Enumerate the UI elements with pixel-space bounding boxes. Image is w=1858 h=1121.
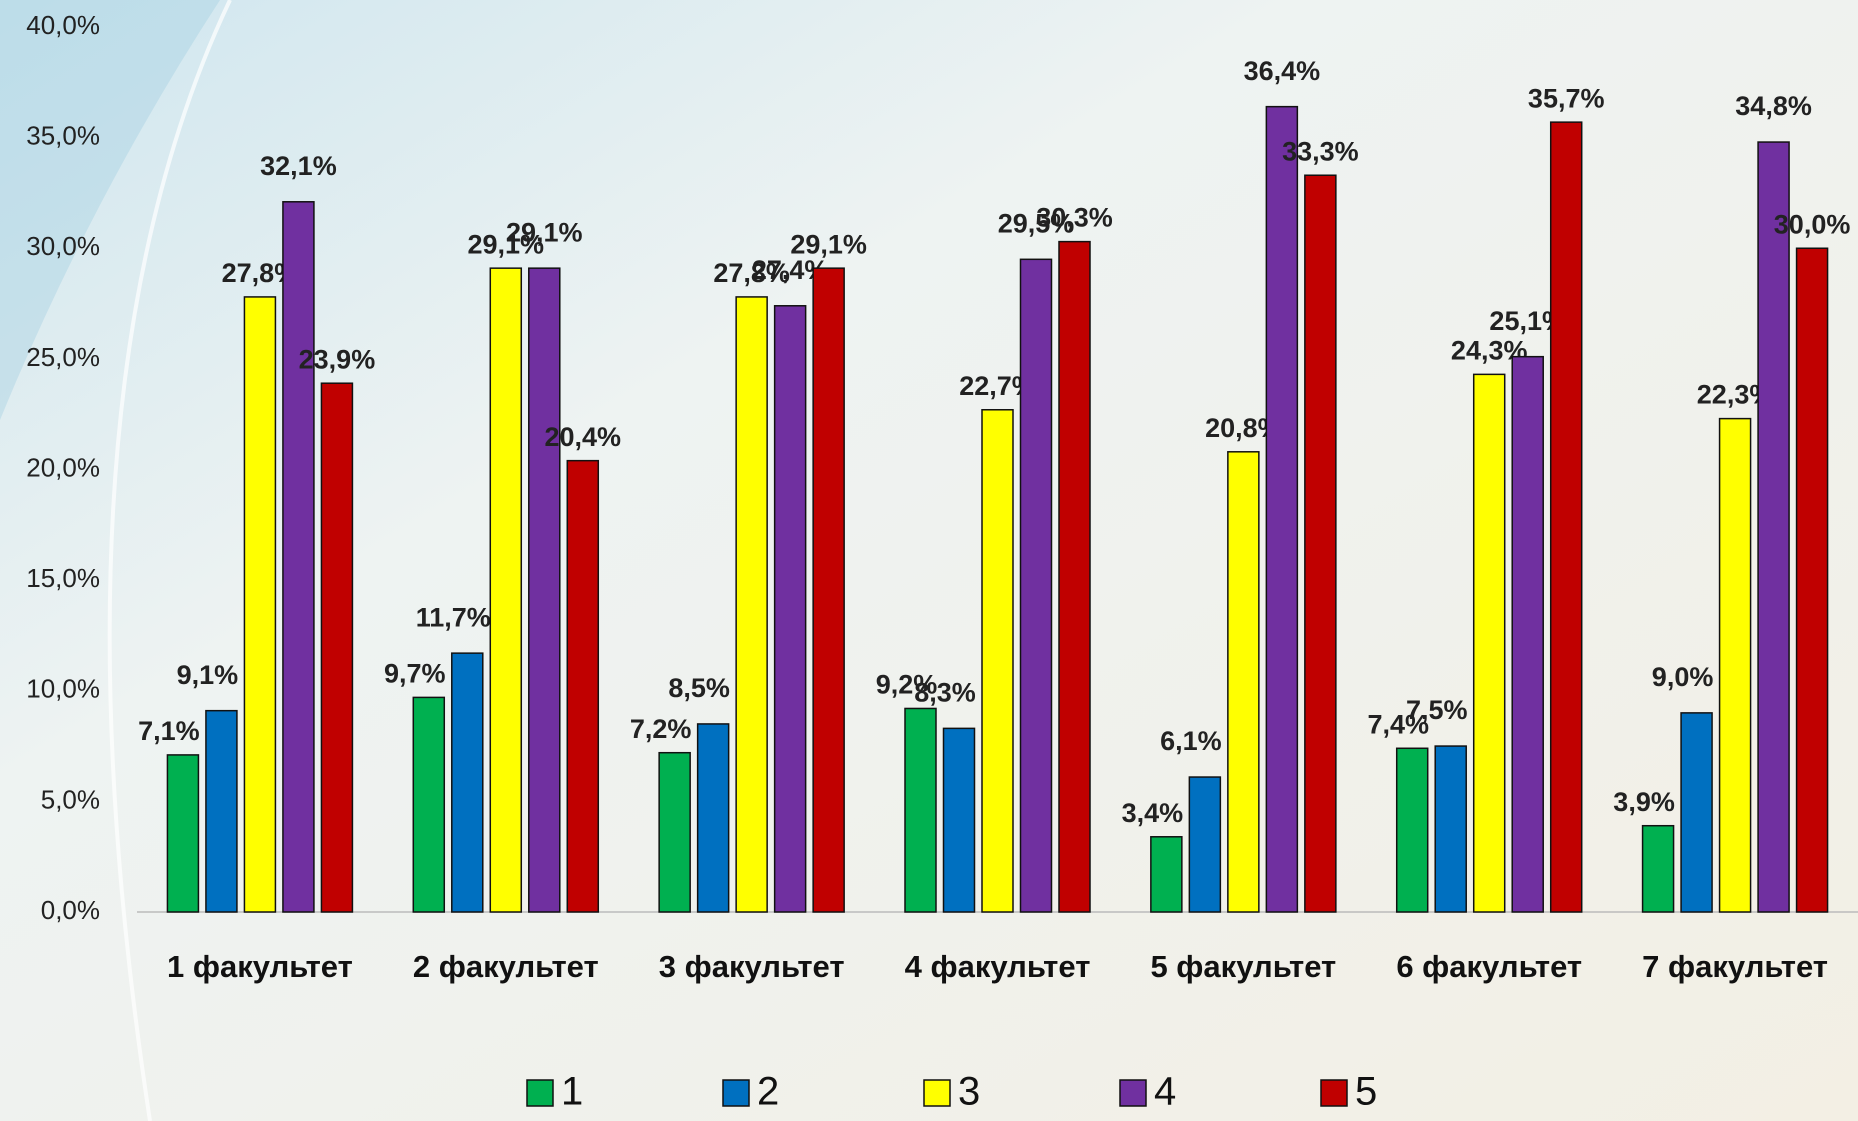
y-tick-label: 40,0% (26, 10, 100, 40)
legend-swatch (1320, 1079, 1348, 1107)
y-tick-label: 20,0% (26, 452, 100, 482)
bar (1304, 174, 1337, 913)
bar (1019, 258, 1053, 913)
y-tick-label: 0,0% (41, 895, 100, 925)
legend-swatch (722, 1079, 750, 1107)
bar (1718, 417, 1752, 913)
legend-label: 3 (958, 1070, 980, 1114)
y-tick-label: 15,0% (26, 563, 100, 593)
bar (658, 751, 691, 913)
bar (812, 267, 845, 913)
bar (981, 409, 1014, 913)
value-label: 30,3% (1036, 203, 1113, 233)
value-label: 29,5% (998, 208, 1075, 238)
legend-swatch (923, 1079, 951, 1107)
x-tick-label: 5 факультет (1150, 949, 1336, 984)
value-label: 9,0% (1652, 662, 1714, 692)
legend-label: 5 (1355, 1070, 1377, 1114)
bar (1549, 121, 1583, 913)
bar (1058, 240, 1091, 913)
value-label: 33,3% (1282, 136, 1359, 166)
bar (773, 305, 807, 913)
y-tick-label: 30,0% (26, 231, 100, 261)
bar (1641, 824, 1675, 913)
bar (1434, 745, 1467, 913)
bar (1511, 355, 1544, 913)
value-label: 6,1% (1160, 726, 1222, 756)
legend-label: 4 (1154, 1070, 1176, 1114)
bar (904, 707, 937, 913)
value-label: 8,3% (914, 677, 976, 707)
value-label: 8,5% (668, 673, 730, 703)
bar (451, 652, 484, 913)
value-label: 29,1% (506, 217, 583, 247)
x-tick-label: 7 факультет (1642, 949, 1828, 984)
y-tick-label: 10,0% (26, 674, 100, 704)
y-tick-label: 35,0% (26, 121, 100, 151)
legend-swatch (1119, 1079, 1147, 1107)
bar (1757, 141, 1790, 913)
value-label: 30,0% (1774, 209, 1851, 239)
x-tick-label: 1 факультет (167, 949, 353, 984)
decor-shape (0, 0, 220, 420)
bar (735, 296, 768, 913)
legend-label: 1 (561, 1070, 583, 1114)
x-tick-label: 2 факультет (413, 949, 599, 984)
bar (489, 267, 523, 913)
value-label: 7,2% (630, 714, 692, 744)
legend-label: 2 (757, 1070, 779, 1114)
value-label: 7,4% (1367, 709, 1429, 739)
legend-swatch (526, 1079, 554, 1107)
value-label: 3,4% (1122, 798, 1184, 828)
bar (320, 382, 354, 913)
value-label: 7,5% (1406, 695, 1468, 725)
bar (1395, 747, 1429, 913)
bar (412, 696, 446, 913)
bar (243, 296, 277, 913)
value-label: 32,1% (260, 151, 337, 181)
x-tick-label: 4 факультет (905, 949, 1091, 984)
value-label: 9,2% (876, 670, 938, 700)
value-label: 27,8% (713, 258, 790, 288)
value-label: 29,1% (790, 229, 867, 259)
value-label: 23,9% (299, 344, 376, 374)
value-label: 9,7% (384, 659, 446, 689)
bar (942, 727, 976, 913)
bar (1680, 712, 1713, 913)
value-label: 3,9% (1613, 787, 1675, 817)
bar (1795, 247, 1829, 913)
value-label: 20,4% (545, 422, 622, 452)
x-tick-label: 3 факультет (659, 949, 845, 984)
y-tick-label: 25,0% (26, 342, 100, 372)
decor-curve (107, 0, 232, 1121)
x-tick-label: 6 факультет (1396, 949, 1582, 984)
value-label: 7,1% (138, 716, 200, 746)
bar (1188, 776, 1222, 913)
bar (1265, 105, 1299, 913)
bar (205, 709, 238, 913)
bar (696, 723, 730, 913)
bar (1150, 836, 1183, 913)
value-label: 11,7% (416, 602, 491, 632)
value-label: 9,1% (177, 660, 239, 690)
y-tick-label: 5,0% (41, 784, 100, 814)
bar (166, 754, 200, 913)
bar (566, 459, 600, 913)
bar (528, 267, 561, 913)
value-label: 35,7% (1528, 83, 1605, 113)
bar (1227, 451, 1260, 913)
value-label: 29,1% (468, 229, 545, 259)
value-label: 34,8% (1735, 91, 1812, 121)
bar (1472, 373, 1506, 913)
value-label: 36,4% (1244, 56, 1321, 86)
bar (282, 201, 315, 913)
